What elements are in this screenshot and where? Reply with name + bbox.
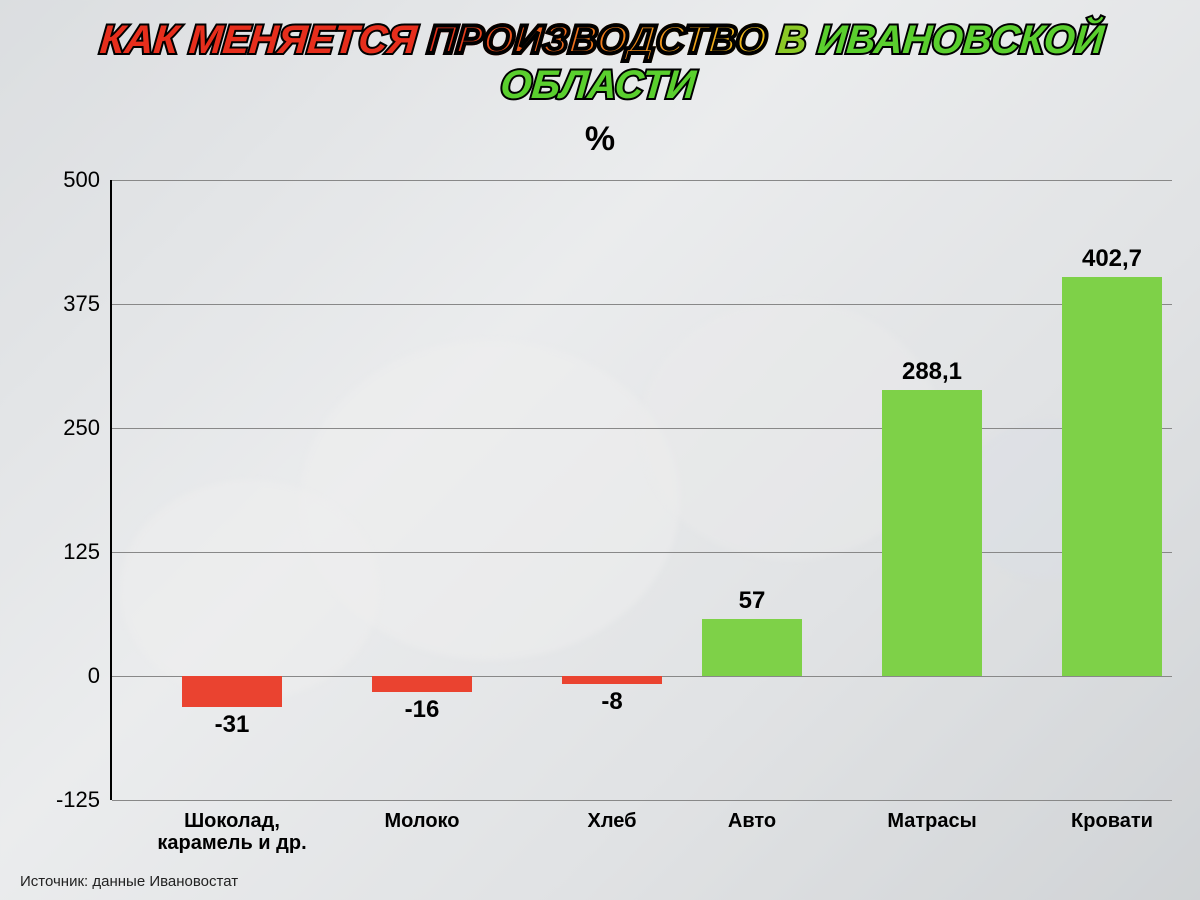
bar (372, 676, 472, 692)
gridline (112, 552, 1172, 553)
bar (562, 676, 662, 684)
y-tick-label: 375 (20, 291, 100, 317)
bar-value-label: -16 (405, 696, 440, 724)
source-text: Источник: данные Ивановостат (20, 873, 238, 890)
bar (702, 619, 802, 676)
gridline (112, 304, 1172, 305)
gridline (112, 800, 1172, 801)
y-tick-label: -125 (20, 787, 100, 813)
bar-value-label: 288,1 (902, 358, 962, 386)
y-tick-label: 0 (20, 663, 100, 689)
main-title: КАК МЕНЯЕТСЯ ПРОИЗВОДСТВО В ИВАНОВСКОЙ О… (0, 18, 1200, 108)
category-label: Хлеб (588, 810, 637, 832)
bar (882, 390, 982, 676)
bar-value-label: -31 (215, 711, 250, 739)
gridline (112, 428, 1172, 429)
y-tick-label: 250 (20, 415, 100, 441)
y-tick-label: 125 (20, 539, 100, 565)
bar-value-label: 57 (739, 587, 766, 615)
bar (1062, 277, 1162, 676)
bar-value-label: -8 (601, 688, 622, 716)
bar (182, 676, 282, 707)
category-label: Шоколад,карамель и др. (157, 810, 306, 854)
category-label: Молоко (385, 810, 460, 832)
y-tick-label: 500 (20, 167, 100, 193)
chart-subtitle: % (0, 120, 1200, 159)
category-label: Матрасы (887, 810, 976, 832)
category-label: Кровати (1071, 810, 1153, 832)
category-label: Авто (728, 810, 776, 832)
gridline (112, 180, 1172, 181)
bar-value-label: 402,7 (1082, 245, 1142, 273)
chart-area: -1250125250375500-31Шоколад,карамель и д… (110, 180, 1170, 800)
